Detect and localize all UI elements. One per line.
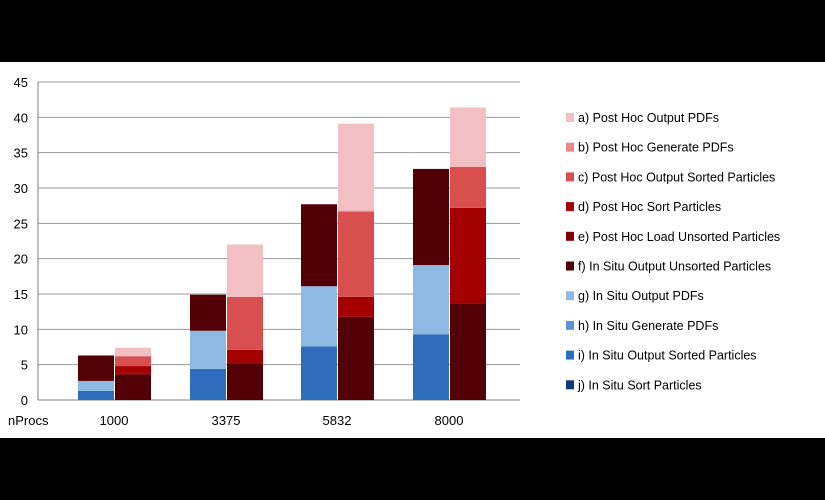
bar-segment-g-1000 xyxy=(78,380,114,391)
legend-label-f: f) In Situ Output Unsorted Particles xyxy=(578,260,771,274)
bar-segment-e-1000 xyxy=(115,373,151,375)
bar-segment-f-3375 xyxy=(227,363,263,400)
legend-label-a: a) Post Hoc Output PDFs xyxy=(578,111,719,125)
legend-swatch-j xyxy=(566,380,574,390)
legend: a) Post Hoc Output PDFs b) Post Hoc Gener… xyxy=(566,111,780,392)
legend-label-i: i) In Situ Output Sorted Particles xyxy=(578,349,757,363)
x-axis-label: nProcs xyxy=(8,413,49,428)
bar-segment-f-1000 xyxy=(115,374,151,400)
x-tick-label: 1000 xyxy=(100,413,129,428)
bar-segment-d-8000 xyxy=(450,207,486,303)
y-tick-label: 25 xyxy=(14,216,28,231)
bar-segment-f-5832 xyxy=(338,318,374,400)
legend-label-d: d) Post Hoc Sort Particles xyxy=(578,200,721,214)
legend-swatch-b xyxy=(566,142,574,152)
bar-segment-f-1000 xyxy=(78,355,114,381)
bar-segment-b-5832 xyxy=(338,210,374,213)
legend-label-b: b) Post Hoc Generate PDFs xyxy=(578,141,734,155)
bar-segment-i-8000 xyxy=(413,334,449,400)
stacked-bar-chart: 0 5 10 15 20 25 30 35 40 45 nProcs 1000 3375 5832 8000… xyxy=(8,75,780,428)
legend-swatch-h xyxy=(566,320,574,330)
bar-segment-i-3375 xyxy=(190,368,226,400)
bar-segment-g-3375 xyxy=(190,330,226,369)
bars xyxy=(78,107,486,400)
y-tick-label: 20 xyxy=(14,252,28,267)
y-tick-label: 5 xyxy=(21,358,28,373)
y-tick-label: 0 xyxy=(21,393,28,408)
bar-segment-d-1000 xyxy=(115,366,151,374)
y-tick-label: 45 xyxy=(14,75,28,90)
legend-label-c: c) Post Hoc Output Sorted Particles xyxy=(578,170,775,184)
legend-swatch-c xyxy=(566,172,574,182)
bar-segment-f-5832 xyxy=(301,204,337,287)
legend-swatch-f xyxy=(566,261,574,271)
bar-segment-g-8000 xyxy=(413,265,449,335)
bar-segment-i-5832 xyxy=(301,346,337,400)
y-tick-label: 15 xyxy=(14,287,28,302)
bar-segment-f-3375 xyxy=(190,294,226,331)
bar-segment-f-8000 xyxy=(450,303,486,400)
bar-segment-e-5832 xyxy=(338,316,374,319)
bar-segment-e-8000 xyxy=(450,302,486,304)
legend-label-g: g) In Situ Output PDFs xyxy=(578,289,704,303)
legend-swatch-i xyxy=(566,350,574,360)
bar-segment-d-3375 xyxy=(227,349,263,363)
y-tick-label: 40 xyxy=(14,110,28,125)
bar-segment-e-3375 xyxy=(227,362,263,364)
bar-segment-a-5832 xyxy=(338,123,374,211)
bar-segment-d-5832 xyxy=(338,296,374,317)
bar-segment-g-5832 xyxy=(301,286,337,347)
bar-segment-a-1000 xyxy=(115,347,151,357)
bar-segment-a-3375 xyxy=(227,244,263,297)
legend-swatch-e xyxy=(566,231,574,241)
y-tick-label: 10 xyxy=(14,322,28,337)
legend-swatch-a xyxy=(566,113,574,122)
chart-panel: 0 5 10 15 20 25 30 35 40 45 nProcs 1000 3375 5832 8000… xyxy=(0,62,825,438)
legend-label-j: j) In Situ Sort Particles xyxy=(577,378,702,392)
x-tick-label: 5832 xyxy=(323,413,352,428)
legend-label-h: h) In Situ Generate PDFs xyxy=(578,319,718,333)
x-tick-label: 8000 xyxy=(435,413,464,428)
legend-swatch-g xyxy=(566,291,574,301)
bar-segment-c-8000 xyxy=(450,166,486,208)
legend-label-e: e) Post Hoc Load Unsorted Particles xyxy=(578,230,780,244)
y-tick-label: 30 xyxy=(14,181,28,196)
bar-segment-a-8000 xyxy=(450,107,486,167)
y-tick-label: 35 xyxy=(14,146,28,161)
bar-segment-i-1000 xyxy=(78,390,114,400)
legend-swatch-d xyxy=(566,202,574,212)
bar-segment-f-8000 xyxy=(413,168,449,266)
bar-segment-c-3375 xyxy=(227,296,263,350)
bar-segment-c-5832 xyxy=(338,212,374,297)
axes: 0 5 10 15 20 25 30 35 40 45 nProcs 1000 3375 5832 8000 xyxy=(8,75,463,428)
bar-segment-c-1000 xyxy=(115,356,151,367)
x-tick-label: 3375 xyxy=(212,413,241,428)
